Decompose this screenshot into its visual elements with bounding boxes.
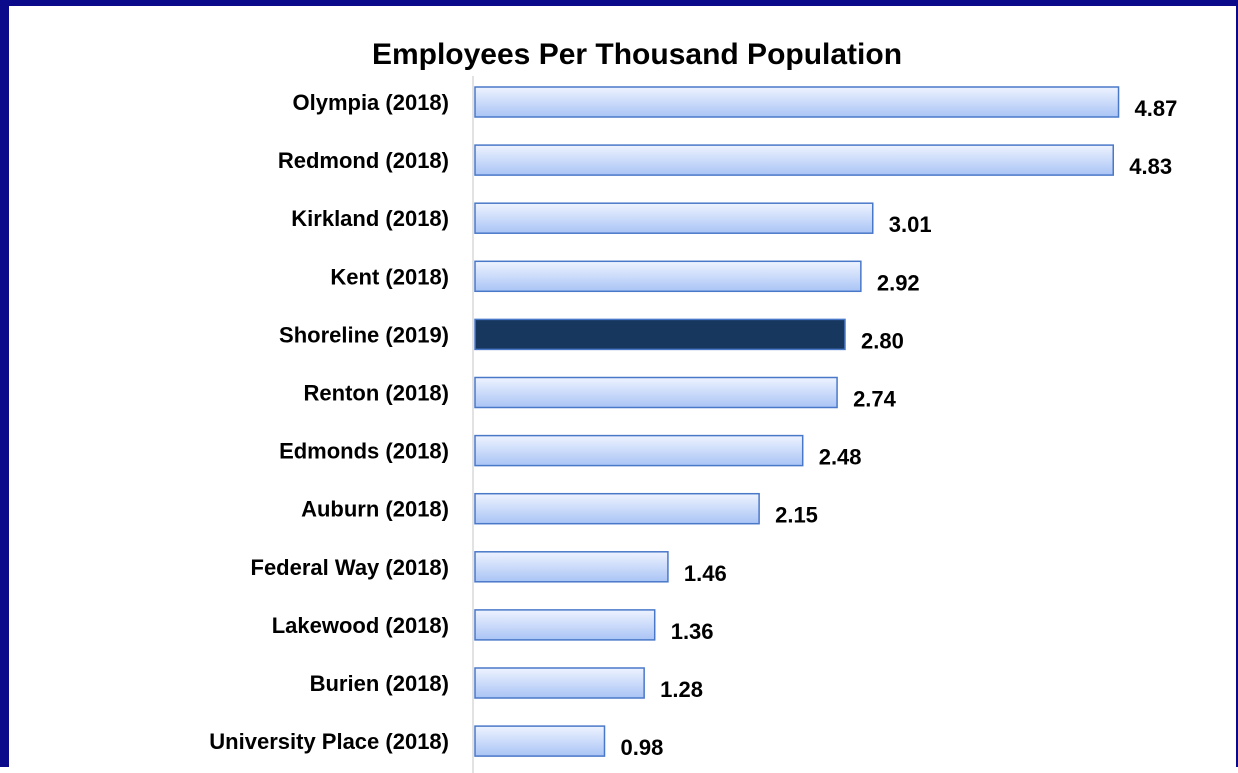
bar: [474, 376, 838, 409]
bar: [474, 86, 1120, 118]
value-label: 2.48: [819, 445, 862, 470]
value-label: 2.80: [861, 328, 904, 353]
bar: [474, 260, 862, 293]
bar: [474, 667, 645, 699]
category-label: Kirkland (2018): [291, 206, 449, 231]
bar: [474, 434, 804, 467]
category-label: Federal Way (2018): [251, 555, 450, 580]
value-label: 0.98: [621, 735, 664, 760]
category-label: Olympia (2018): [292, 90, 449, 115]
value-label: 1.36: [671, 619, 714, 644]
category-label: Redmond (2018): [278, 148, 449, 173]
value-label: 4.83: [1129, 154, 1172, 179]
category-label: Shoreline (2019): [279, 322, 449, 347]
value-label: 3.01: [889, 212, 932, 237]
value-label: 1.46: [684, 561, 727, 586]
category-label: Edmonds (2018): [279, 439, 449, 464]
category-label: University Place (2018): [209, 729, 449, 754]
bar-chart: Employees Per Thousand Population Olympi…: [209, 38, 1178, 773]
category-label: Burien (2018): [310, 671, 449, 696]
value-label: 2.15: [775, 503, 818, 528]
category-label: Lakewood (2018): [272, 613, 449, 638]
bar: [474, 725, 606, 757]
value-label: 2.74: [853, 387, 897, 412]
category-label: Kent (2018): [330, 264, 449, 289]
chart-title: Employees Per Thousand Population: [372, 38, 902, 71]
bar: [474, 202, 874, 234]
bars-group: Olympia (2018) 4.87 Redmond (2018) 4.83 Kirk…: [209, 86, 1178, 760]
bar: [474, 318, 846, 351]
category-label: Renton (2018): [304, 381, 449, 406]
value-label: 1.28: [660, 677, 703, 702]
bar: [474, 144, 1114, 176]
bar: [474, 551, 669, 583]
bar: [474, 609, 656, 641]
value-label: 4.87: [1135, 96, 1178, 121]
value-label: 2.92: [877, 270, 920, 295]
category-label: Auburn (2018): [301, 497, 449, 522]
bar: [474, 492, 760, 525]
